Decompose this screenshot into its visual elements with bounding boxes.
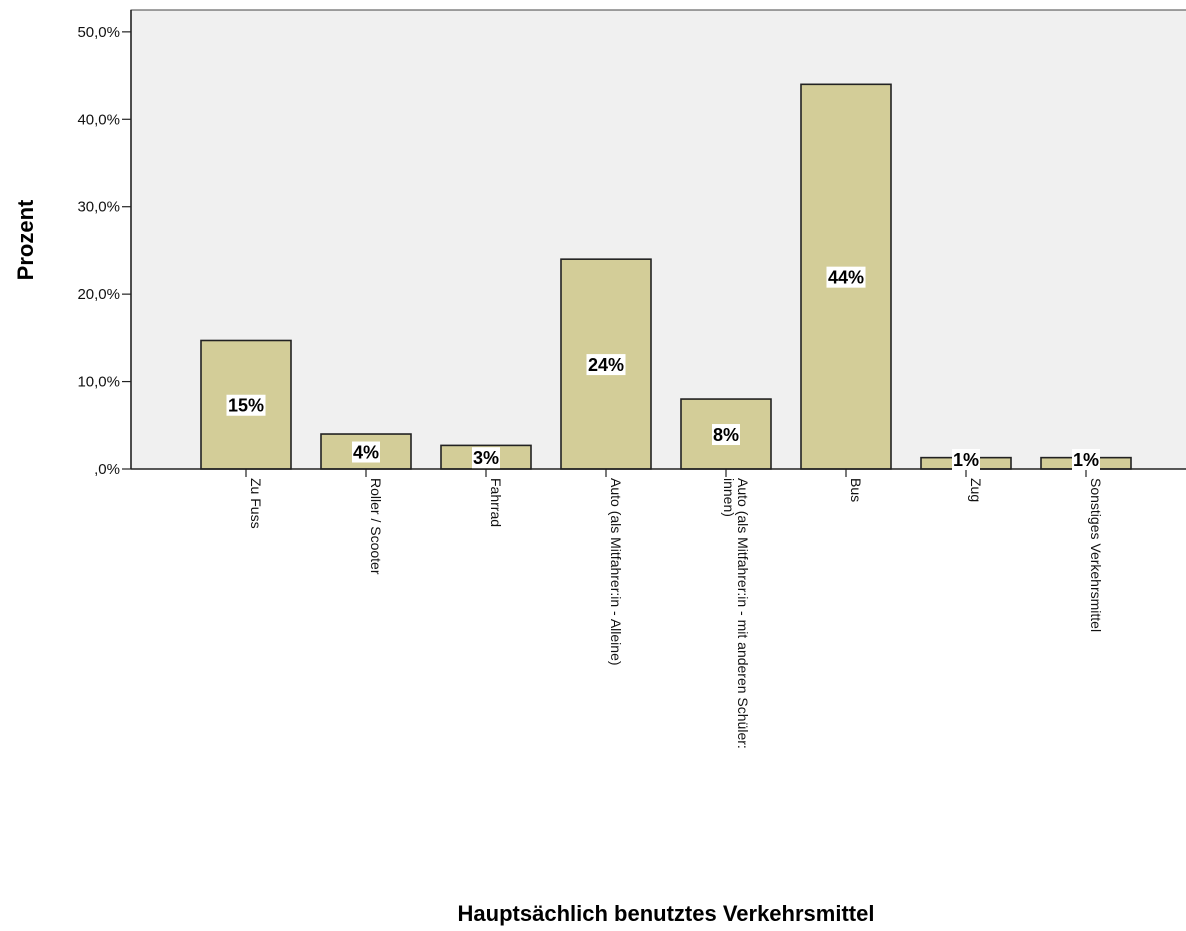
x-axis-title: Hauptsächlich benutztes Verkehrsmittel bbox=[458, 901, 875, 926]
x-tick-label: Roller / Scooter bbox=[368, 478, 384, 575]
y-tick-label: 30,0% bbox=[77, 199, 120, 216]
data-label: 3% bbox=[473, 448, 499, 468]
y-tick-label: 50,0% bbox=[77, 24, 120, 41]
y-tick-label: 40,0% bbox=[77, 111, 120, 128]
data-label-background bbox=[952, 449, 980, 470]
x-tick-label: Zu Fuss bbox=[248, 478, 264, 529]
data-label-background bbox=[226, 394, 266, 416]
data-label: 44% bbox=[828, 268, 864, 288]
plot-area bbox=[130, 9, 1186, 470]
x-tick-label: Fahrrad bbox=[488, 478, 504, 527]
data-label-background bbox=[586, 354, 626, 376]
x-tick-label: innen) bbox=[721, 478, 737, 517]
data-label-background bbox=[352, 441, 380, 463]
data-label: 24% bbox=[588, 355, 624, 375]
x-tick-label: Auto (als Mitfahrer:in - Alleine) bbox=[608, 478, 624, 666]
x-tick-label: Auto (als Mitfahrer:in - mit anderen Sch… bbox=[735, 478, 751, 749]
data-labels-group: 15% 4% 3% 24% 8% 44% 1% 1% bbox=[226, 266, 1100, 470]
data-label-background bbox=[712, 424, 740, 446]
data-label-background bbox=[826, 266, 866, 288]
data-label: 1% bbox=[953, 450, 979, 470]
x-tick-label: Bus bbox=[848, 478, 864, 502]
y-tick-label: 10,0% bbox=[77, 374, 120, 391]
x-axis-ticks: Zu Fuss Roller / Scooter Fahrrad Auto (als … bbox=[245, 469, 1104, 749]
y-tick-label: 20,0% bbox=[77, 286, 120, 303]
data-label: 1% bbox=[1073, 450, 1099, 470]
x-tick-label: Zug bbox=[968, 478, 984, 502]
y-tick-label: ,0% bbox=[94, 461, 120, 478]
y-axis-ticks: ,0% 10,0% 20,0% 30,0% 40,0% 50,0% bbox=[77, 24, 131, 478]
data-label: 4% bbox=[353, 443, 379, 463]
data-label-background bbox=[472, 447, 500, 469]
data-label: 8% bbox=[713, 425, 739, 445]
x-tick-label: Sonstiges Verkehrsmittel bbox=[1088, 478, 1104, 632]
data-label: 15% bbox=[228, 396, 264, 416]
y-axis-title: Prozent bbox=[13, 199, 38, 280]
data-label-background bbox=[1072, 449, 1100, 470]
